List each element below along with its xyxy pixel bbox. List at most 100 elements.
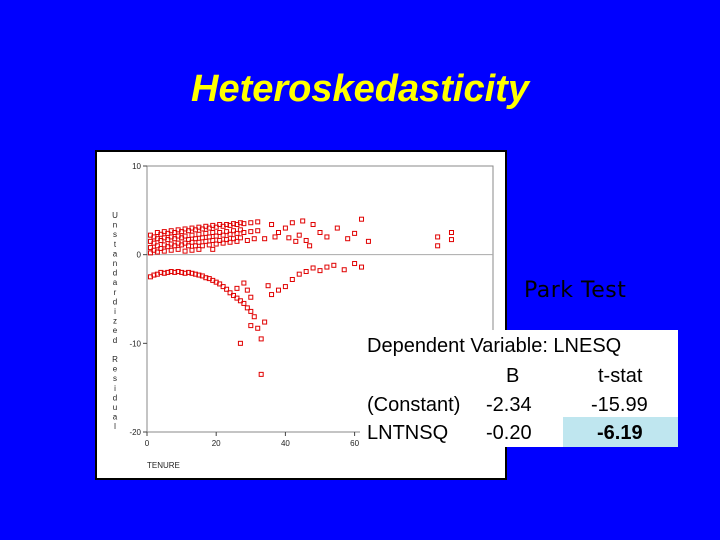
- data-point: [269, 222, 275, 228]
- data-point: [151, 240, 157, 246]
- data-point: [172, 236, 178, 242]
- data-point: [196, 231, 202, 237]
- data-point: [192, 271, 198, 277]
- data-point: [227, 239, 233, 245]
- y-axis-label-char: i: [114, 307, 116, 316]
- data-point: [182, 233, 188, 239]
- data-point: [210, 230, 216, 235]
- data-point: [282, 284, 288, 290]
- data-point: [213, 241, 219, 247]
- data-point: [307, 243, 313, 249]
- data-point: [227, 290, 233, 296]
- data-point: [251, 314, 257, 320]
- data-point: [172, 243, 178, 249]
- data-point: [224, 286, 230, 292]
- data-point: [217, 237, 223, 243]
- data-point: [213, 233, 219, 239]
- data-point: [241, 221, 247, 227]
- data-point: [262, 236, 268, 242]
- x-tick-label: 0: [145, 439, 150, 448]
- data-point: [199, 243, 205, 249]
- y-axis-label-char: n: [113, 259, 117, 268]
- data-point: [234, 285, 240, 291]
- data-point: [189, 239, 195, 245]
- data-point: [199, 235, 205, 241]
- data-point: [341, 267, 347, 273]
- data-point: [317, 268, 323, 274]
- data-point: [448, 237, 454, 243]
- data-point: [286, 235, 292, 241]
- data-point: [168, 247, 174, 253]
- data-point: [258, 371, 264, 377]
- data-point: [296, 232, 302, 238]
- data-point: [165, 269, 171, 275]
- data-point: [237, 235, 243, 241]
- data-point: [244, 287, 250, 293]
- data-point: [186, 228, 192, 234]
- data-point: [293, 238, 299, 244]
- data-point: [310, 265, 316, 271]
- data-point: [255, 325, 261, 331]
- data-point: [186, 269, 192, 275]
- data-point: [258, 336, 264, 342]
- y-axis-label-char: d: [113, 336, 117, 345]
- data-point: [352, 230, 358, 236]
- data-point: [324, 234, 330, 240]
- data-point: [154, 249, 160, 255]
- data-point: [192, 236, 198, 242]
- data-point: [192, 243, 198, 249]
- data-point: [244, 237, 250, 243]
- table-header: Dependent Variable: LNESQ: [367, 335, 622, 357]
- data-point: [154, 243, 160, 249]
- data-point: [269, 292, 275, 298]
- data-point: [234, 238, 240, 244]
- data-point: [210, 246, 216, 252]
- data-point: [248, 294, 254, 300]
- data-point: [203, 238, 209, 244]
- data-point: [161, 248, 167, 254]
- data-point: [248, 220, 254, 226]
- data-point: [248, 323, 254, 329]
- data-point: [196, 239, 202, 245]
- data-point: [168, 269, 174, 275]
- row-constant-b: -2.34: [486, 394, 532, 416]
- data-point: [206, 242, 212, 248]
- y-axis-label-char: a: [113, 249, 118, 258]
- data-point: [165, 244, 171, 250]
- y-tick-label: -10: [129, 339, 141, 348]
- data-point: [158, 231, 164, 237]
- y-tick-label: 10: [132, 162, 141, 171]
- data-point: [234, 230, 240, 236]
- data-point: [213, 224, 219, 230]
- data-point: [206, 234, 212, 240]
- x-axis-label: TENURE: [147, 461, 180, 470]
- data-point: [275, 287, 281, 293]
- data-point: [189, 232, 195, 238]
- data-point: [203, 275, 209, 281]
- plot-area-border: [146, 165, 494, 433]
- y-axis-label-char: s: [113, 230, 117, 239]
- data-point: [234, 295, 240, 301]
- data-point: [224, 222, 230, 228]
- data-point: [303, 237, 309, 243]
- t-stat-highlight: [563, 417, 678, 447]
- data-point: [217, 281, 223, 287]
- data-point: [196, 272, 202, 278]
- data-point: [220, 284, 226, 290]
- data-point: [147, 245, 153, 251]
- y-axis-label-char: a: [113, 413, 118, 422]
- data-point: [224, 237, 230, 243]
- data-point: [186, 237, 192, 243]
- data-point: [182, 270, 188, 276]
- y-axis-label-char: d: [113, 297, 117, 306]
- row-constant-t: -15.99: [591, 394, 648, 416]
- y-axis-label-char: n: [113, 221, 117, 230]
- data-point: [334, 225, 340, 231]
- data-point: [244, 305, 250, 311]
- y-axis-label-char: R: [112, 355, 118, 364]
- data-point: [220, 240, 226, 246]
- data-point: [272, 234, 278, 240]
- data-point: [265, 283, 271, 289]
- data-point: [237, 340, 243, 346]
- data-point: [224, 229, 230, 235]
